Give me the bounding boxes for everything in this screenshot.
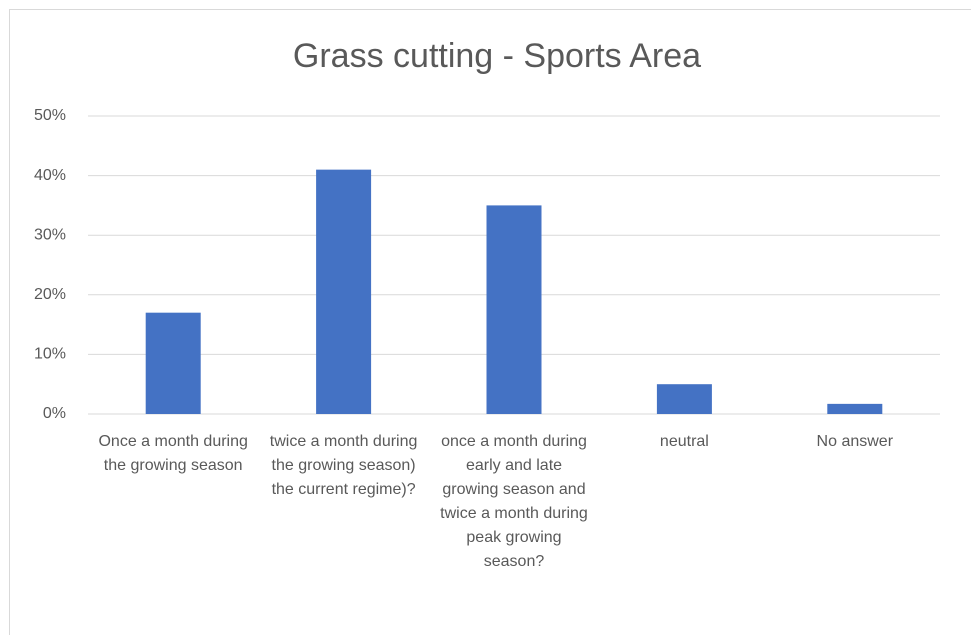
y-tick-label: 0% — [43, 405, 66, 422]
y-tick-label: 30% — [34, 226, 66, 243]
bar — [145, 312, 201, 414]
y-tick-label: 20% — [34, 286, 66, 303]
y-tick-label: 50% — [34, 107, 66, 124]
chart-title: Grass cutting - Sports Area — [293, 37, 701, 75]
bar — [827, 403, 883, 414]
x-tick-label: Once a month during the growing season — [98, 433, 248, 474]
x-tick-label: neutral — [659, 433, 709, 450]
x-tick-label: twice a month during the growing season)… — [269, 433, 418, 498]
y-tick-label: 10% — [34, 346, 66, 363]
y-tick-label: 40% — [34, 167, 66, 184]
x-tick-label: once a month during early and late growi… — [440, 433, 588, 570]
x-tick-label: No answer — [816, 433, 894, 450]
bar — [316, 169, 372, 414]
bar — [486, 205, 542, 414]
bar — [656, 384, 712, 414]
